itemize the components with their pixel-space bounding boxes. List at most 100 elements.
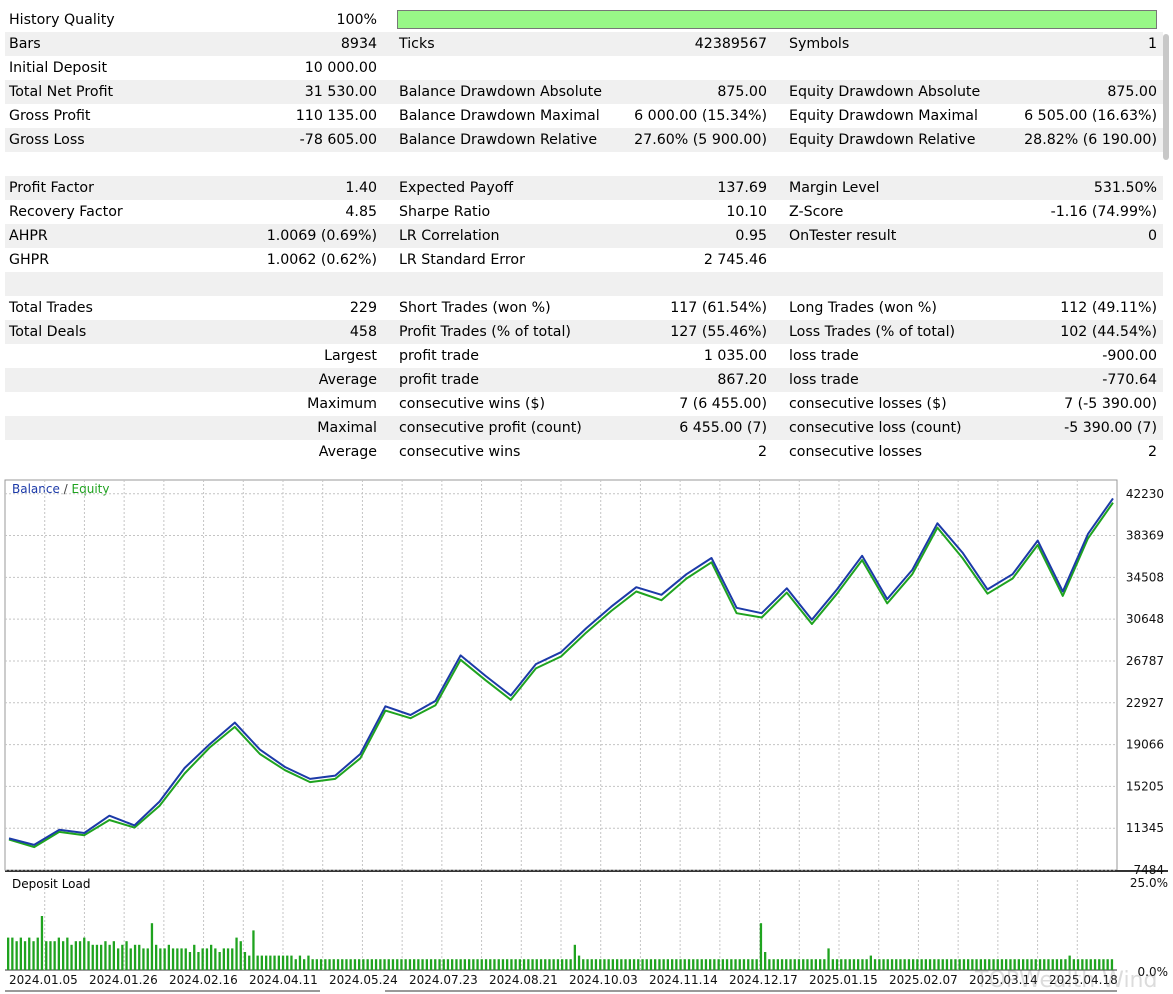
stat-value: 7 (-5 390.00) bbox=[1064, 396, 1157, 412]
deposit-load-bar bbox=[522, 959, 526, 970]
deposit-load-bar bbox=[1068, 955, 1071, 970]
stat-value: 100% bbox=[336, 12, 377, 28]
deposit-load-bar bbox=[577, 955, 581, 970]
deposit-load-bar bbox=[40, 916, 44, 970]
deposit-load-bar bbox=[552, 959, 555, 970]
deposit-load-bar bbox=[831, 959, 834, 970]
stat-label: Profit Factor bbox=[9, 180, 94, 196]
deposit-load-bar bbox=[780, 959, 784, 970]
legend-balance: Balance bbox=[12, 482, 60, 496]
deposit-load-bar bbox=[924, 959, 927, 970]
deposit-load-bar bbox=[548, 959, 551, 970]
deposit-load-bar bbox=[374, 959, 378, 970]
y-tick-label: 19066 bbox=[1126, 738, 1164, 752]
deposit-load-bar bbox=[125, 941, 128, 970]
x-tick-label: 2025.01.15 bbox=[809, 973, 878, 987]
stats-row: Maximal consecutive profit (count) 6 455.0… bbox=[5, 416, 1163, 440]
deposit-load-bar bbox=[734, 959, 737, 970]
deposit-load-bar bbox=[303, 959, 306, 970]
deposit-load-bar bbox=[941, 959, 944, 970]
deposit-load-bar bbox=[74, 941, 77, 970]
deposit-load-bar bbox=[417, 959, 420, 970]
deposit-load-bar bbox=[641, 959, 644, 970]
deposit-load-bar bbox=[307, 955, 310, 970]
stats-row: Initial Deposit 10 000.00 bbox=[5, 56, 1163, 80]
deposit-load-bar bbox=[861, 959, 864, 970]
deposit-load-bar bbox=[49, 941, 52, 970]
deposit-load-bar bbox=[15, 941, 18, 970]
stat-label: consecutive profit (count) bbox=[399, 420, 582, 436]
deposit-load-bar bbox=[341, 959, 344, 970]
stat-value: 8934 bbox=[340, 36, 377, 52]
deposit-load-bar bbox=[797, 959, 801, 970]
deposit-load-bar bbox=[717, 959, 720, 970]
stat-label: Total Net Profit bbox=[9, 84, 114, 100]
deposit-load-bar bbox=[319, 959, 323, 970]
y-tick-label: 30648 bbox=[1126, 612, 1164, 626]
deposit-load-bar bbox=[535, 959, 538, 970]
stat-label: consecutive losses bbox=[789, 444, 923, 460]
deposit-load-bar bbox=[662, 959, 665, 970]
x-tick-label: 2024.02.16 bbox=[169, 973, 238, 987]
deposit-load-bar bbox=[95, 944, 99, 970]
deposit-load-bar bbox=[36, 937, 39, 970]
deposit-load-bar bbox=[683, 959, 686, 970]
deposit-load-bar bbox=[967, 959, 970, 970]
balance-equity-chart: 42230 38369 34508 30648 26787 22927 19066 15205… bbox=[4, 479, 1168, 992]
deposit-load-bar bbox=[865, 959, 868, 970]
stat-label: Total Trades bbox=[9, 300, 93, 316]
deposit-load-bar bbox=[497, 959, 500, 970]
deposit-load-bar bbox=[476, 959, 479, 970]
deposit-load-bar bbox=[218, 952, 221, 970]
deposit-load-bar bbox=[138, 944, 141, 970]
deposit-load-bar bbox=[687, 959, 691, 970]
deposit-load-bar bbox=[446, 959, 450, 970]
deposit-load-bar bbox=[366, 959, 369, 970]
stat-label: Bars bbox=[9, 36, 41, 52]
deposit-load-bar bbox=[205, 948, 209, 970]
deposit-load-bar bbox=[315, 959, 318, 970]
stats-row bbox=[5, 272, 1163, 296]
stat-value: Average bbox=[318, 372, 377, 388]
deposit-load-bar bbox=[950, 959, 953, 970]
deposit-load-bar bbox=[852, 959, 856, 970]
deposit-load-bar bbox=[666, 959, 669, 970]
stat-label: Total Deals bbox=[9, 324, 87, 340]
deposit-load-bar bbox=[171, 948, 175, 970]
stat-label: LR Correlation bbox=[399, 228, 500, 244]
stats-row: Total Net Profit 31 530.00 Balance Drawdow… bbox=[5, 80, 1163, 104]
scrollbar[interactable] bbox=[1163, 34, 1169, 160]
stat-value: 27.60% (5 900.00) bbox=[634, 132, 767, 148]
deposit-load-bar bbox=[121, 944, 124, 970]
stats-row bbox=[5, 152, 1163, 176]
x-tick-label: 2024.01.05 bbox=[9, 973, 78, 987]
deposit-load-bar bbox=[624, 959, 627, 970]
stat-value: 127 (55.46%) bbox=[670, 324, 767, 340]
deposit-load-bar bbox=[679, 959, 682, 970]
deposit-load-bar bbox=[1110, 959, 1114, 970]
deposit-load-bar bbox=[928, 959, 932, 970]
stat-value: -5 390.00 (7) bbox=[1064, 420, 1157, 436]
stats-row: Gross Loss -78 605.00 Balance Drawdown Rel… bbox=[5, 128, 1163, 152]
x-tick-label: 2024.07.23 bbox=[409, 973, 478, 987]
deposit-load-bar bbox=[738, 959, 741, 970]
deposit-load-bar bbox=[971, 959, 974, 970]
stat-label: Profit Trades (% of total) bbox=[399, 324, 571, 340]
deposit-load-bar bbox=[28, 937, 31, 970]
stat-label: consecutive losses ($) bbox=[789, 396, 947, 412]
deposit-load-bar bbox=[755, 959, 758, 970]
x-tick-label: 2024.11.14 bbox=[649, 973, 718, 987]
deposit-load-bar bbox=[290, 955, 293, 970]
deposit-load-bar bbox=[700, 959, 703, 970]
deposit-load-bar bbox=[87, 941, 90, 970]
stat-label: Expected Payoff bbox=[399, 180, 514, 196]
stat-label: Gross Loss bbox=[9, 132, 85, 148]
deposit-load-bar bbox=[979, 959, 982, 970]
deposit-load-bar bbox=[188, 952, 192, 970]
stat-value: Maximal bbox=[317, 420, 377, 436]
deposit-load-bar bbox=[1013, 959, 1016, 970]
stat-label: profit trade bbox=[399, 372, 480, 388]
deposit-load-bar bbox=[531, 959, 534, 970]
x-tick-label: 2024.05.24 bbox=[329, 973, 398, 987]
y-tick-label: 7484 bbox=[1133, 863, 1164, 877]
